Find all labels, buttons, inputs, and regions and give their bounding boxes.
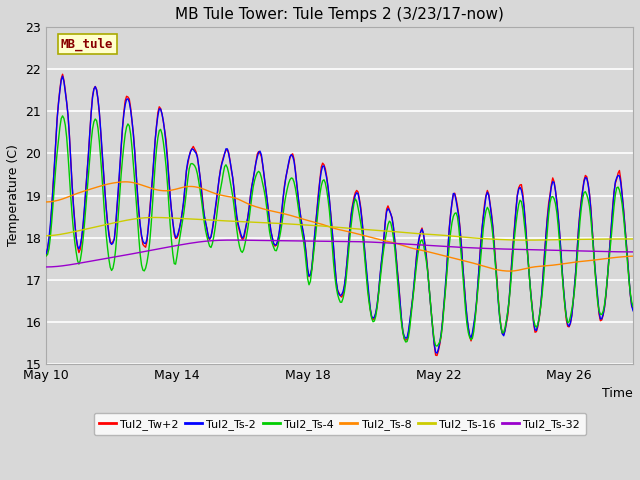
Y-axis label: Temperature (C): Temperature (C): [7, 144, 20, 247]
Text: MB_tule: MB_tule: [61, 37, 113, 51]
Legend: Tul2_Tw+2, Tul2_Ts-2, Tul2_Ts-4, Tul2_Ts-8, Tul2_Ts-16, Tul2_Ts-32: Tul2_Tw+2, Tul2_Ts-2, Tul2_Ts-4, Tul2_Ts…: [93, 413, 586, 435]
Title: MB Tule Tower: Tule Temps 2 (3/23/17-now): MB Tule Tower: Tule Temps 2 (3/23/17-now…: [175, 7, 504, 22]
X-axis label: Time: Time: [602, 387, 633, 400]
